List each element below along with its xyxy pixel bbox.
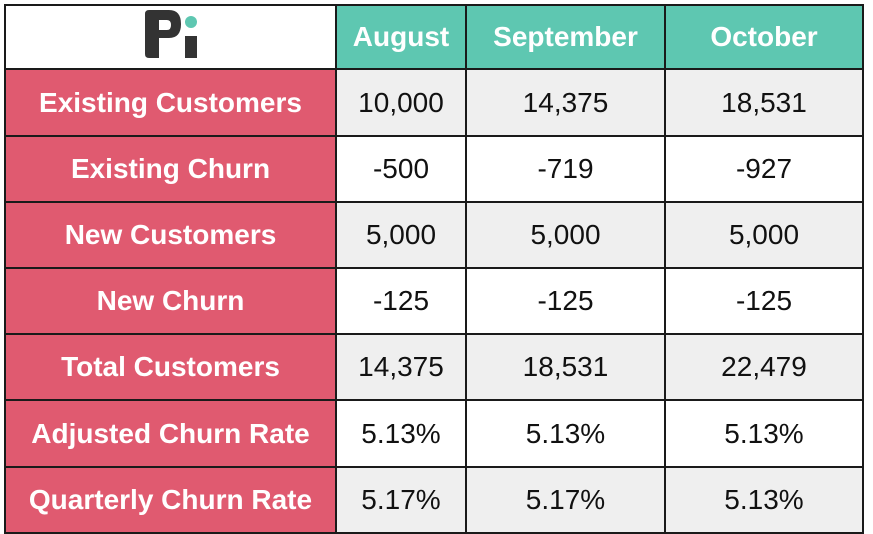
table-cell: 10,000 [335, 68, 467, 137]
table-row: Quarterly Churn Rate 5.17% 5.17% 5.13% [4, 466, 864, 534]
table-cell: -927 [664, 135, 864, 203]
table-cell: 5.13% [465, 399, 666, 468]
table-cell: 5,000 [335, 201, 467, 269]
table-row: New Customers 5,000 5,000 5,000 [4, 201, 864, 269]
table-row: Total Customers 14,375 18,531 22,479 [4, 333, 864, 401]
table-row: Existing Customers 10,000 14,375 18,531 [4, 68, 864, 137]
table-cell: -500 [335, 135, 467, 203]
table-cell: 5.13% [335, 399, 467, 468]
table-cell: 14,375 [335, 333, 467, 401]
column-header-september: September [465, 4, 666, 70]
table-cell: 18,531 [664, 68, 864, 137]
table-row: Existing Churn -500 -719 -927 [4, 135, 864, 203]
churn-table: August September October Existing Custom… [4, 4, 864, 534]
table-cell: 22,479 [664, 333, 864, 401]
table-cell: -125 [465, 267, 666, 335]
table-cell: 5.17% [465, 466, 666, 534]
row-label: Total Customers [4, 333, 337, 401]
header-row: August September October [4, 4, 864, 70]
logo-cell [4, 4, 337, 70]
row-label: Quarterly Churn Rate [4, 466, 337, 534]
table-cell: -719 [465, 135, 666, 203]
table-cell: 5.13% [664, 399, 864, 468]
row-label: New Churn [4, 267, 337, 335]
table-cell: -125 [664, 267, 864, 335]
table-cell: 5.17% [335, 466, 467, 534]
row-label: New Customers [4, 201, 337, 269]
table-cell: 5.13% [664, 466, 864, 534]
row-label: Existing Churn [4, 135, 337, 203]
column-header-august: August [335, 4, 467, 70]
row-label: Adjusted Churn Rate [4, 399, 337, 468]
table-row: Adjusted Churn Rate 5.13% 5.13% 5.13% [4, 399, 864, 468]
table-cell: -125 [335, 267, 467, 335]
table-cell: 14,375 [465, 68, 666, 137]
table-cell: 5,000 [664, 201, 864, 269]
brand-logo-icon [144, 9, 197, 58]
table-row: New Churn -125 -125 -125 [4, 267, 864, 335]
table-cell: 5,000 [465, 201, 666, 269]
table-cell: 18,531 [465, 333, 666, 401]
column-header-october: October [664, 4, 864, 70]
row-label: Existing Customers [4, 68, 337, 137]
